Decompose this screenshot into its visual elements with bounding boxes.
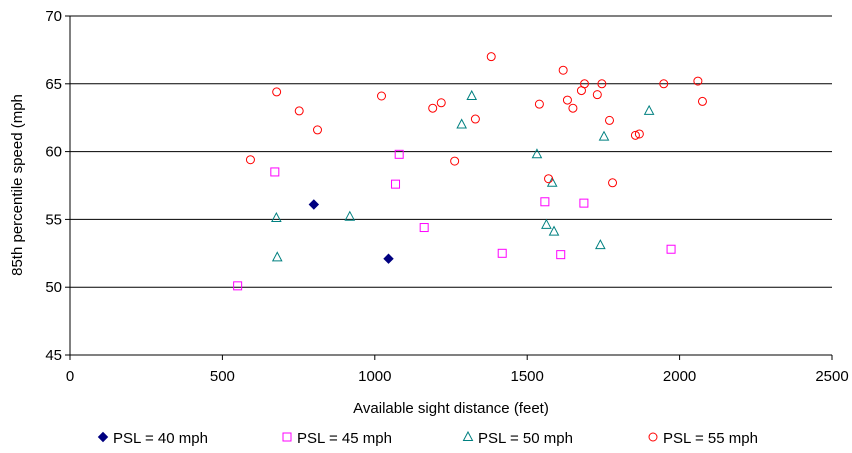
data-point (450, 156, 460, 166)
data-point (456, 118, 467, 129)
data-point (546, 176, 558, 187)
data-point (540, 197, 550, 207)
data-point (693, 76, 703, 86)
legend-item: PSL = 40 mph (97, 430, 208, 447)
legend-label: PSL = 40 mph (113, 430, 208, 447)
data-point (548, 225, 560, 236)
legend-marker (97, 431, 109, 443)
data-point (377, 91, 387, 101)
y-tick-label: 55 (45, 211, 62, 228)
x-tick-label: 500 (210, 368, 235, 385)
data-point (597, 79, 607, 89)
data-point (383, 253, 394, 264)
data-point (592, 90, 602, 100)
data-point (630, 130, 640, 140)
legend-item: PSL = 45 mph (282, 430, 392, 447)
data-point (595, 239, 606, 250)
legend-item: PSL = 50 mph (462, 430, 573, 447)
data-point (534, 99, 544, 109)
legend-marker (462, 430, 474, 441)
data-point (580, 79, 590, 89)
legend-label: PSL = 45 mph (297, 430, 392, 447)
data-point (419, 223, 429, 233)
data-point (666, 244, 676, 254)
data-point (486, 52, 496, 62)
x-tick-label: 2500 (815, 368, 848, 385)
x-axis-label: Available sight distance (feet) (353, 400, 549, 417)
x-tick-label: 1500 (511, 368, 544, 385)
data-point (344, 210, 356, 221)
series-diamond (308, 199, 394, 264)
series-circle (245, 52, 707, 188)
data-point (643, 104, 655, 115)
data-point (394, 149, 404, 159)
legend-marker (648, 432, 658, 442)
ticks: 45 50 55 60 65 70 0 500 1000 1500 2000 2500 (45, 8, 848, 385)
data-point (544, 174, 554, 184)
data-point (497, 248, 507, 258)
series-triangle (271, 89, 655, 262)
data-point (436, 98, 446, 108)
data-point (308, 199, 320, 210)
y-tick-label: 70 (45, 8, 62, 25)
data-point (634, 129, 644, 139)
y-tick-label: 50 (45, 279, 62, 296)
x-tick-label: 0 (66, 368, 74, 385)
data-point (541, 218, 552, 229)
data-point (604, 115, 614, 125)
data-point (598, 130, 610, 141)
data-point (697, 96, 707, 106)
y-tick-label: 45 (45, 347, 62, 364)
data-point (562, 95, 572, 105)
data-point (466, 89, 478, 101)
data-point (556, 250, 566, 260)
x-tick-label: 2000 (663, 368, 696, 385)
data-point (294, 106, 304, 116)
data-point (233, 281, 243, 291)
y-axis-label: 85th percentile speed (mph (9, 94, 26, 276)
data-point (608, 178, 618, 188)
data-point (312, 125, 322, 135)
axes (69, 16, 832, 356)
data-point (428, 103, 438, 113)
legend-marker (282, 432, 292, 442)
data-point (531, 148, 543, 159)
data-point (272, 87, 282, 97)
data-point (568, 103, 578, 113)
x-tick-label: 1000 (358, 368, 391, 385)
y-tick-label: 65 (45, 76, 62, 93)
data-point (659, 79, 669, 89)
data-point (579, 198, 589, 208)
data-point (558, 65, 568, 75)
legend: PSL = 40 mph PSL = 45 mph PSL = 50 mph PSL … (97, 430, 758, 447)
legend-label: PSL = 50 mph (478, 430, 573, 447)
data-points (233, 52, 707, 291)
data-point (271, 211, 282, 223)
legend-label: PSL = 55 mph (663, 430, 758, 447)
data-point (470, 114, 480, 124)
gridlines (70, 15, 832, 288)
y-tick-label: 60 (45, 144, 62, 161)
data-point (391, 179, 401, 189)
legend-item: PSL = 55 mph (648, 430, 758, 447)
data-point (271, 251, 283, 262)
series-square (233, 149, 676, 291)
data-point (270, 167, 280, 177)
data-point (245, 155, 255, 165)
